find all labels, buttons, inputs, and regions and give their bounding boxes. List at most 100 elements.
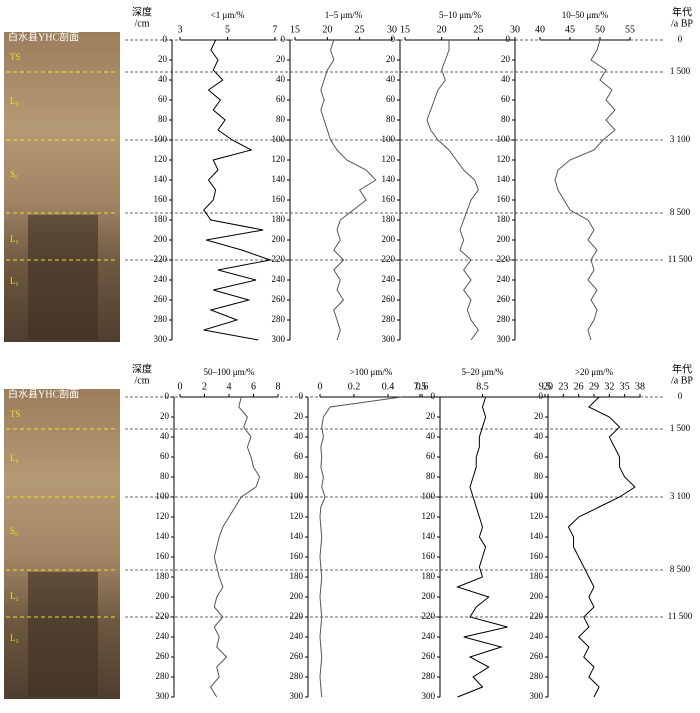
- y-tick-label: 0: [539, 391, 544, 401]
- y-tick-label: 300: [272, 334, 286, 344]
- age-title: 年代: [672, 362, 692, 375]
- age-label: 1 500: [670, 66, 691, 76]
- y-tick-label: 20: [426, 411, 436, 421]
- y-tick-label: 300: [290, 691, 304, 701]
- x-tick-label: 3: [178, 24, 183, 35]
- y-tick-label: 220: [530, 611, 544, 621]
- profile-line: [210, 396, 261, 698]
- y-tick-label: 280: [272, 314, 286, 324]
- y-tick-label: 300: [422, 691, 436, 701]
- y-tick-label: 260: [156, 651, 170, 661]
- y-tick-label: 0: [281, 34, 286, 44]
- x-tick-label: 8.5: [476, 381, 489, 392]
- y-tick-label: 200: [422, 591, 436, 601]
- y-tick-label: 20: [294, 411, 304, 421]
- profile-line: [203, 39, 273, 341]
- layer-label: L₁: [10, 234, 19, 244]
- y-tick-label: 100: [154, 134, 168, 144]
- y-tick-label: 140: [154, 174, 168, 184]
- depth-title: 深度: [132, 5, 152, 18]
- x-tick-label: 0.6: [416, 381, 429, 392]
- y-tick-label: 120: [497, 154, 511, 164]
- chart-title: 5–20 μm/%: [461, 367, 504, 377]
- x-tick-label: 0: [318, 381, 323, 392]
- y-tick-label: 280: [156, 671, 170, 681]
- layer-label: L₀: [10, 96, 19, 106]
- profile-line: [319, 396, 402, 698]
- y-tick-label: 180: [272, 214, 286, 224]
- x-tick-label: 7.5: [414, 381, 427, 392]
- y-tick-label: 100: [272, 134, 286, 144]
- y-tick-label: 0: [163, 34, 168, 44]
- y-tick-label: 300: [497, 334, 511, 344]
- layer-label: TS: [10, 409, 21, 419]
- y-tick-label: 40: [276, 74, 286, 84]
- y-tick-label: 60: [426, 451, 436, 461]
- y-tick-label: 240: [530, 631, 544, 641]
- y-tick-label: 0: [165, 391, 170, 401]
- x-tick-label: 32: [604, 381, 614, 392]
- x-tick-label: 0.2: [348, 381, 361, 392]
- y-tick-label: 240: [382, 274, 396, 284]
- y-tick-label: 300: [382, 334, 396, 344]
- age-label: 3 100: [670, 491, 691, 501]
- y-tick-label: 200: [382, 234, 396, 244]
- y-tick-label: 40: [294, 431, 304, 441]
- y-tick-label: 240: [272, 274, 286, 284]
- y-tick-label: 280: [382, 314, 396, 324]
- y-tick-label: 220: [272, 254, 286, 264]
- y-tick-label: 260: [382, 294, 396, 304]
- y-tick-label: 180: [154, 214, 168, 224]
- x-tick-label: 20: [437, 24, 447, 35]
- y-tick-label: 0: [506, 34, 511, 44]
- y-tick-label: 120: [290, 511, 304, 521]
- y-tick-label: 260: [272, 294, 286, 304]
- x-tick-label: 8: [276, 381, 281, 392]
- age-label: 11 500: [668, 254, 693, 264]
- chart-title: 5–10 μm/%: [439, 10, 482, 20]
- y-tick-label: 160: [290, 551, 304, 561]
- y-tick-label: 160: [156, 551, 170, 561]
- depth-title: /cm: [135, 18, 150, 29]
- y-tick-label: 160: [422, 551, 436, 561]
- x-tick-label: 7: [273, 24, 278, 35]
- y-tick-label: 40: [501, 74, 511, 84]
- photo-title: 白水县YHC剖面: [8, 387, 79, 400]
- profile-line: [320, 39, 377, 341]
- y-tick-label: 200: [154, 234, 168, 244]
- y-tick-label: 300: [156, 691, 170, 701]
- y-tick-label: 20: [386, 54, 396, 64]
- x-tick-label: 50: [595, 24, 605, 35]
- y-tick-label: 240: [497, 274, 511, 284]
- chart-title: 50–100 μm/%: [203, 367, 255, 377]
- y-tick-label: 280: [422, 671, 436, 681]
- age-title: /a BP: [671, 375, 693, 386]
- y-tick-label: 140: [156, 531, 170, 541]
- y-tick-label: 120: [156, 511, 170, 521]
- y-tick-label: 180: [156, 571, 170, 581]
- y-tick-label: 140: [290, 531, 304, 541]
- y-tick-label: 240: [290, 631, 304, 641]
- y-tick-label: 220: [156, 611, 170, 621]
- profile-line: [554, 39, 616, 341]
- y-tick-label: 40: [426, 431, 436, 441]
- age-label: 0: [678, 391, 683, 401]
- y-tick-label: 260: [290, 651, 304, 661]
- y-tick-label: 260: [154, 294, 168, 304]
- x-tick-label: 29: [589, 381, 599, 392]
- y-tick-label: 120: [272, 154, 286, 164]
- depth-title: /cm: [135, 375, 150, 386]
- y-tick-label: 200: [156, 591, 170, 601]
- y-tick-label: 200: [530, 591, 544, 601]
- y-tick-label: 40: [534, 431, 544, 441]
- y-tick-label: 220: [422, 611, 436, 621]
- y-tick-label: 120: [422, 511, 436, 521]
- y-tick-label: 220: [154, 254, 168, 264]
- x-tick-label: 35: [620, 381, 630, 392]
- y-tick-label: 240: [154, 274, 168, 284]
- x-tick-label: 23: [558, 381, 568, 392]
- age-title: /a BP: [671, 18, 693, 29]
- age-title: 年代: [672, 5, 692, 18]
- y-tick-label: 100: [422, 491, 436, 501]
- y-tick-label: 80: [294, 471, 304, 481]
